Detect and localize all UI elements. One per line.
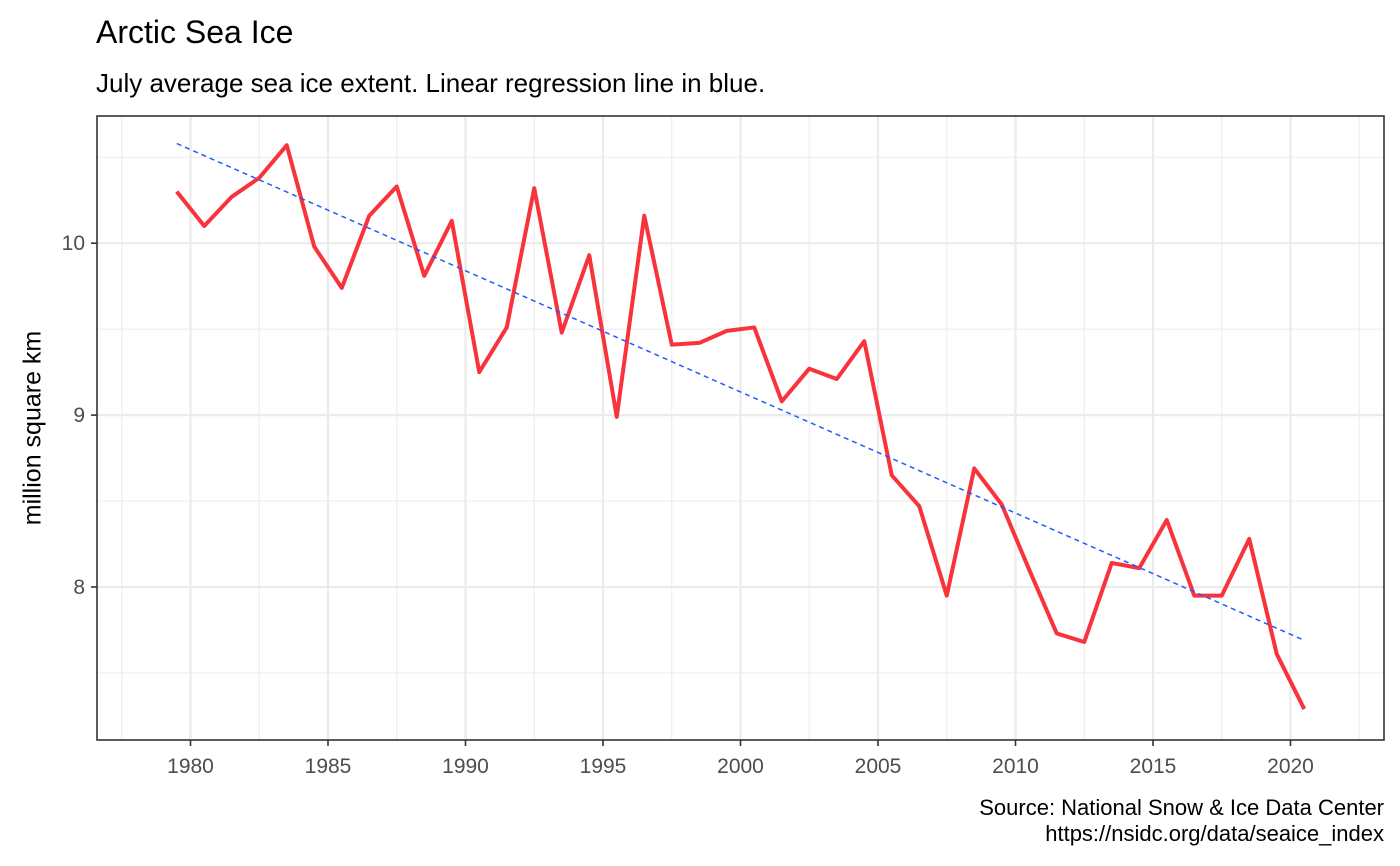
- x-tick-label: 1985: [305, 755, 352, 778]
- x-tick-label: 1990: [442, 755, 489, 778]
- x-tick-label: 1980: [167, 755, 214, 778]
- x-tick-label: 2010: [992, 755, 1039, 778]
- caption-source: Source: National Snow & Ice Data Center: [979, 795, 1384, 820]
- x-tick-label: 1995: [580, 755, 627, 778]
- regression-line: [176, 142, 1305, 641]
- caption-url: https://nsidc.org/data/seaice_index: [1045, 821, 1384, 846]
- x-tick-label: 2015: [1130, 755, 1177, 778]
- grid: [97, 116, 1384, 740]
- chart-title: Arctic Sea Ice: [96, 14, 294, 50]
- y-tick-label: 8: [73, 576, 85, 599]
- x-tick-label: 2020: [1267, 755, 1314, 778]
- chart-subtitle: July average sea ice extent. Linear regr…: [96, 68, 766, 98]
- sea-ice-extent-line: [175, 143, 1307, 710]
- y-tick-label: 10: [62, 232, 85, 255]
- x-tick-label: 2000: [717, 755, 764, 778]
- y-tick-label: 9: [73, 404, 85, 427]
- x-tick-label: 2005: [855, 755, 902, 778]
